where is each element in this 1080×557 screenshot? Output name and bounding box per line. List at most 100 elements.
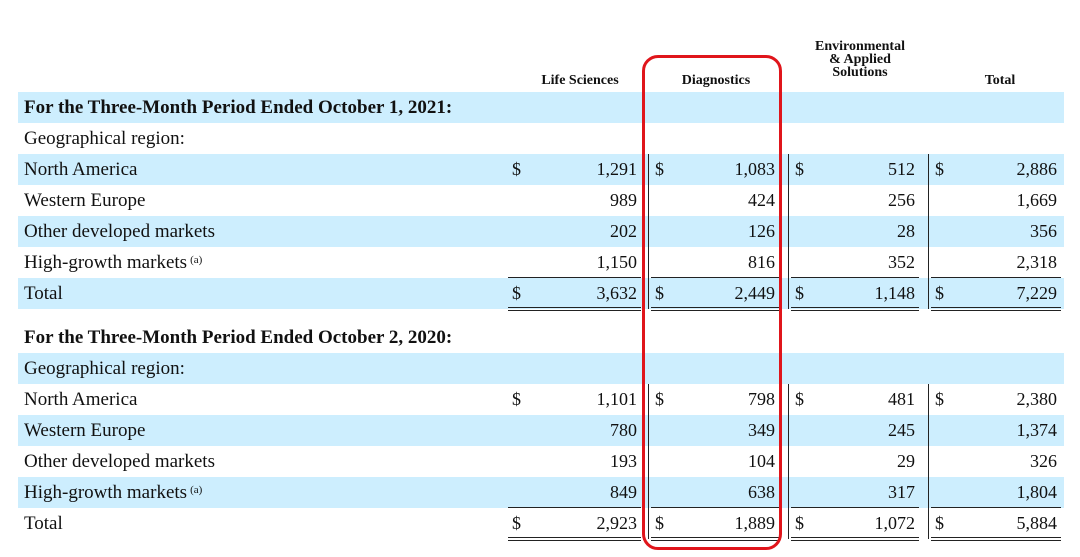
value-environmental: 512 xyxy=(888,159,915,179)
value-total: 7,229 xyxy=(1016,283,1058,303)
currency-symbol: $ xyxy=(655,513,664,533)
table-row: High-growth markets (a) 1,150 816 352 2,318 xyxy=(18,247,1064,278)
value-life-sciences: 202 xyxy=(610,221,637,241)
row-label: Other developed markets xyxy=(24,216,215,247)
footnote-marker: (a) xyxy=(190,483,203,496)
value-life-sciences: 989 xyxy=(610,190,637,210)
row-label: Western Europe xyxy=(24,185,145,216)
section-title-row: For the Three-Month Period Ended October… xyxy=(18,92,1064,123)
column-separator xyxy=(788,247,789,278)
row-label: Other developed markets xyxy=(24,446,215,477)
header-life-sciences: Life Sciences xyxy=(541,73,619,88)
column-separator xyxy=(928,384,929,415)
currency-symbol: $ xyxy=(512,389,521,409)
geo-label-row: Geographical region: xyxy=(18,353,1064,384)
currency-symbol: $ xyxy=(655,389,664,409)
value-total: 356 xyxy=(1030,221,1057,241)
header-total: Total xyxy=(984,73,1016,88)
value-total: 1,669 xyxy=(1016,190,1058,210)
value-environmental: 352 xyxy=(888,252,915,272)
currency-symbol: $ xyxy=(935,159,944,179)
currency-symbol: $ xyxy=(512,283,521,303)
value-diagnostics: 349 xyxy=(748,420,775,440)
row-label-text: Other developed markets xyxy=(24,450,215,472)
row-label: Total xyxy=(24,278,63,309)
subtotal-rule xyxy=(651,277,779,278)
column-separator xyxy=(928,446,929,477)
value-total: 2,380 xyxy=(1016,389,1058,409)
currency-symbol: $ xyxy=(795,513,804,533)
column-separator xyxy=(788,278,789,309)
column-separator xyxy=(928,477,929,508)
value-diagnostics: 816 xyxy=(748,252,775,272)
geo-label-row: Geographical region: xyxy=(18,123,1064,154)
header-environmental-line2: & Applied xyxy=(829,52,891,67)
column-separator xyxy=(788,384,789,415)
total-row: Total $2,923 $1,889 $1,072 $5,884 xyxy=(18,508,1064,539)
column-separator xyxy=(928,154,929,185)
value-environmental: 481 xyxy=(888,389,915,409)
value-environmental: 317 xyxy=(888,482,915,502)
row-label-text: High-growth markets xyxy=(24,251,188,273)
table-row: North America $1,291 $1,083 $512 $2,886 xyxy=(18,154,1064,185)
value-environmental: 1,148 xyxy=(874,283,916,303)
value-total: 1,804 xyxy=(1016,482,1058,502)
value-total: 2,318 xyxy=(1016,252,1058,272)
total-double-rule xyxy=(508,307,641,311)
table-row: North America $1,101 $798 $481 $2,380 xyxy=(18,384,1064,415)
value-diagnostics: 1,889 xyxy=(734,513,776,533)
value-life-sciences: 1,101 xyxy=(596,389,638,409)
header-environmental-line1: Environmental xyxy=(815,39,905,54)
table-row: High-growth markets (a) 849 638 317 1,804 xyxy=(18,477,1064,508)
row-label: High-growth markets (a) xyxy=(24,477,202,508)
column-separator xyxy=(788,477,789,508)
header-diagnostics: Diagnostics xyxy=(681,73,751,88)
value-life-sciences: 2,923 xyxy=(596,513,638,533)
subtotal-rule xyxy=(931,507,1061,508)
currency-symbol: $ xyxy=(795,159,804,179)
table-row: Western Europe 989 424 256 1,669 xyxy=(18,185,1064,216)
column-separator xyxy=(648,415,649,446)
column-separator xyxy=(928,508,929,539)
column-separator xyxy=(788,415,789,446)
table-row: Other developed markets 202 126 28 356 xyxy=(18,216,1064,247)
value-environmental: 29 xyxy=(897,451,915,471)
currency-symbol: $ xyxy=(512,159,521,179)
column-separator xyxy=(788,216,789,247)
section-title-row: For the Three-Month Period Ended October… xyxy=(18,322,1064,353)
value-diagnostics: 1,083 xyxy=(734,159,776,179)
total-double-rule xyxy=(791,307,919,311)
column-separator xyxy=(648,384,649,415)
column-separator xyxy=(788,508,789,539)
currency-symbol: $ xyxy=(935,283,944,303)
subtotal-rule xyxy=(791,507,919,508)
column-separator xyxy=(648,477,649,508)
row-label-text: For the Three-Month Period Ended October… xyxy=(24,326,453,348)
footnote-marker: (a) xyxy=(190,253,203,266)
value-total: 5,884 xyxy=(1016,513,1058,533)
value-life-sciences: 1,291 xyxy=(596,159,638,179)
value-environmental: 1,072 xyxy=(874,513,916,533)
column-separator xyxy=(648,247,649,278)
value-diagnostics: 424 xyxy=(748,190,775,210)
row-label-text: High-growth markets xyxy=(24,481,188,503)
value-total: 326 xyxy=(1030,451,1057,471)
subtotal-rule xyxy=(791,277,919,278)
column-separator xyxy=(788,154,789,185)
column-separator xyxy=(928,278,929,309)
column-separator xyxy=(648,508,649,539)
row-label: North America xyxy=(24,384,137,415)
row-label-text: North America xyxy=(24,158,138,180)
value-diagnostics: 104 xyxy=(748,451,775,471)
row-label: North America xyxy=(24,154,137,185)
table-row: Western Europe 780 349 245 1,374 xyxy=(18,415,1064,446)
row-label-text: North America xyxy=(24,388,138,410)
value-diagnostics: 638 xyxy=(748,482,775,502)
column-separator xyxy=(648,154,649,185)
column-separator xyxy=(648,446,649,477)
subtotal-rule xyxy=(508,277,641,278)
column-separator xyxy=(648,185,649,216)
value-diagnostics: 2,449 xyxy=(734,283,776,303)
currency-symbol: $ xyxy=(795,283,804,303)
value-total: 2,886 xyxy=(1016,159,1058,179)
